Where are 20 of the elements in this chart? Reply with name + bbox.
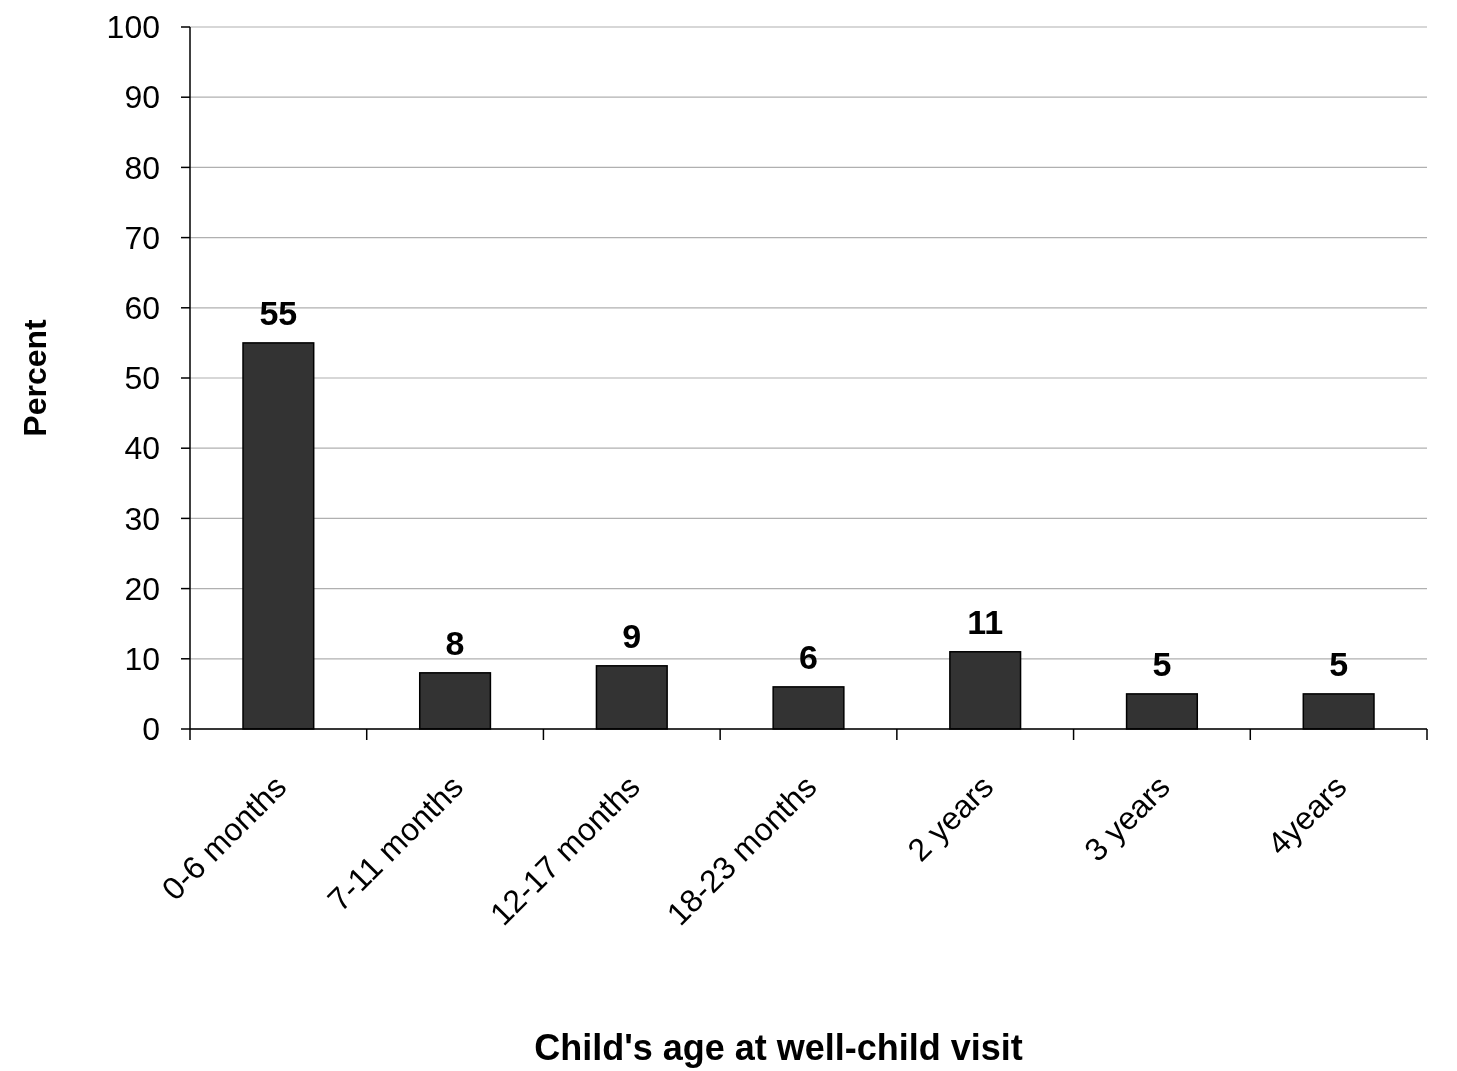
y-tick-label: 100 xyxy=(106,9,160,46)
y-axis-title: Percent xyxy=(17,318,53,437)
y-tick-label: 20 xyxy=(124,570,160,607)
data-label: 6 xyxy=(799,637,818,676)
y-tick-label: 0 xyxy=(142,711,160,748)
data-label: 11 xyxy=(967,602,1004,641)
y-tick-label: 10 xyxy=(124,641,160,677)
y-tick-label: 50 xyxy=(124,360,160,397)
y-tick-label: 30 xyxy=(124,500,160,537)
data-label: 5 xyxy=(1152,644,1172,683)
y-tick-label: 80 xyxy=(124,149,160,186)
data-label: 5 xyxy=(1329,644,1349,683)
y-tick-label: 40 xyxy=(124,430,160,467)
data-label: 55 xyxy=(259,293,298,332)
data-label: 9 xyxy=(622,616,642,655)
y-tick-label: 60 xyxy=(124,290,160,326)
x-axis-title: Child's age at well-child visit xyxy=(534,1027,1023,1068)
data-label: 8 xyxy=(445,623,465,662)
y-tick-label: 70 xyxy=(124,219,160,256)
y-tick-label: 90 xyxy=(124,79,160,116)
